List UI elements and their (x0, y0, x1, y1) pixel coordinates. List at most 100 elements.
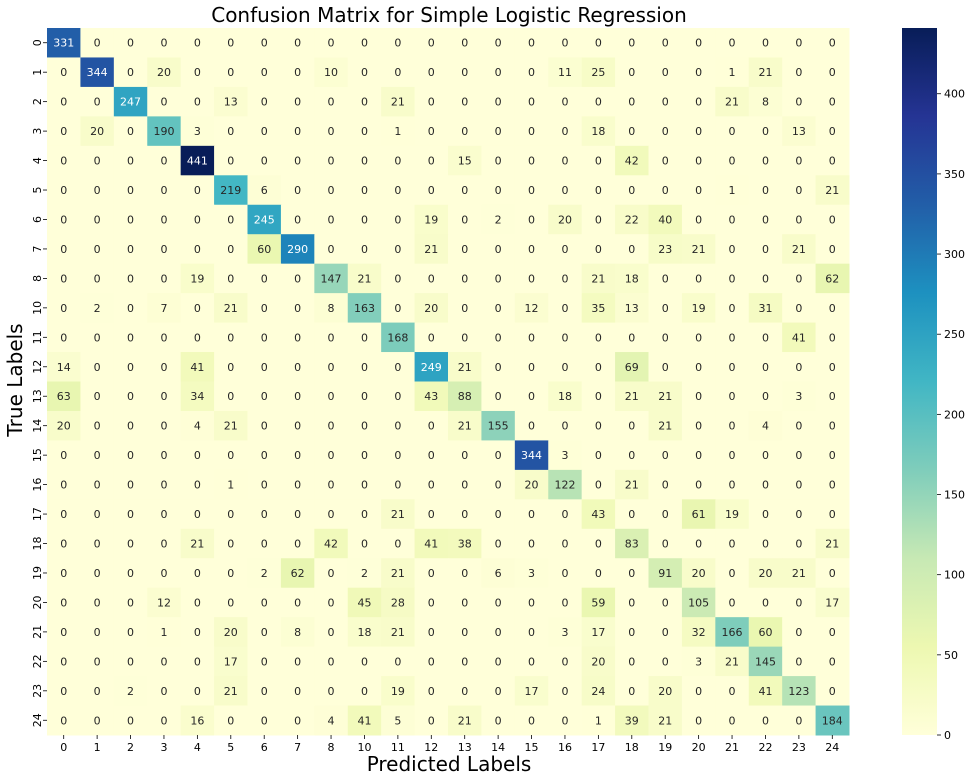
x-tick-label: 21 (725, 741, 739, 754)
heatmap-cell (214, 469, 248, 500)
heatmap-cell (715, 587, 750, 618)
cell-value-label: 3 (695, 655, 702, 668)
heatmap-cell (80, 322, 115, 353)
y-tick-label: 18 (31, 537, 44, 551)
cell-value-label: 21 (424, 243, 438, 256)
cell-value-label: 0 (194, 626, 201, 639)
heatmap-cell (615, 86, 649, 117)
y-tick-label: 10 (31, 301, 44, 315)
heatmap-cell (147, 293, 182, 324)
cell-value-label: 35 (591, 302, 605, 315)
heatmap-cell (782, 646, 817, 677)
heatmap-cell (581, 558, 616, 589)
cell-value-label: 0 (261, 66, 268, 79)
heatmap-cell (715, 204, 750, 235)
cell-value-label: 0 (127, 37, 134, 50)
heatmap-cell (113, 381, 148, 412)
heatmap-cell (648, 86, 683, 117)
cell-value-label: 0 (829, 66, 836, 79)
heatmap-cell (782, 116, 817, 147)
heatmap-cell (481, 410, 516, 441)
cell-value-label: 0 (261, 302, 268, 315)
cell-value-label: 0 (795, 302, 802, 315)
cell-value-label: 0 (528, 420, 535, 433)
heatmap-cell (147, 204, 182, 235)
cell-value-label: 0 (662, 125, 669, 138)
heatmap-cell (648, 676, 683, 707)
cell-value-label: 0 (795, 37, 802, 50)
cell-value-label: 0 (227, 449, 234, 462)
cell-value-label: 0 (461, 125, 468, 138)
cell-value-label: 0 (227, 272, 234, 285)
cell-value-label: 0 (94, 331, 101, 344)
cell-value-label: 0 (628, 96, 635, 109)
heatmap-cell (615, 646, 649, 677)
cell-value-label: 0 (495, 184, 502, 197)
y-axis-title: True Labels (3, 323, 27, 437)
heatmap-cell (381, 440, 416, 471)
heatmap-cell (514, 617, 549, 648)
cell-value-label: 166 (722, 626, 743, 639)
heatmap-cell (782, 204, 817, 235)
heatmap-cell (314, 617, 349, 648)
heatmap-cell (448, 322, 482, 353)
cell-value-label: 0 (729, 155, 736, 168)
cell-value-label: 0 (294, 655, 301, 668)
heatmap-cell (280, 204, 315, 235)
cell-value-label: 0 (829, 655, 836, 668)
heatmap-cell (247, 646, 282, 677)
cell-value-label: 155 (488, 420, 509, 433)
cell-value-label: 0 (829, 331, 836, 344)
heatmap-cell (280, 86, 315, 117)
cell-value-label: 0 (662, 37, 669, 50)
colorbar-ticks: 0 50 100 150 200 250 300 350 400 (937, 88, 965, 742)
cell-value-label: 0 (561, 361, 568, 374)
cell-value-label: 0 (695, 96, 702, 109)
cell-value-label: 0 (561, 655, 568, 668)
heatmap-cell (448, 499, 482, 530)
heatmap-cell (448, 175, 482, 206)
cell-value-label: 0 (695, 538, 702, 551)
heatmap-cell (414, 676, 449, 707)
heatmap-cell (481, 293, 516, 324)
cell-value-label: 0 (394, 655, 401, 668)
cell-value-label: 0 (294, 37, 301, 50)
heatmap-cell (648, 528, 683, 559)
cell-value-label: 0 (561, 596, 568, 609)
heatmap-cell (615, 676, 649, 707)
heatmap-cell (180, 558, 215, 589)
heatmap-cell (548, 646, 583, 677)
cell-value-label: 0 (94, 449, 101, 462)
heatmap-cell (748, 617, 783, 648)
cell-value-label: 0 (829, 420, 836, 433)
heatmap-cell (548, 204, 583, 235)
cell-value-label: 19 (725, 508, 739, 521)
cell-value-label: 0 (294, 96, 301, 109)
cell-value-label: 60 (257, 243, 271, 256)
heatmap-cell (514, 293, 549, 324)
cell-value-label: 0 (729, 479, 736, 492)
cell-value-label: 249 (421, 361, 442, 374)
cell-value-label: 0 (361, 420, 368, 433)
x-tick-label: 2 (127, 741, 134, 754)
cell-value-label: 0 (428, 567, 435, 580)
heatmap-cell (648, 646, 683, 677)
cell-value-label: 0 (227, 66, 234, 79)
cell-value-label: 0 (428, 714, 435, 727)
heatmap-cell (514, 469, 549, 500)
heatmap-cell (147, 116, 182, 147)
heatmap-cell (481, 528, 516, 559)
heatmap-cell (280, 440, 315, 471)
heatmap-cell (180, 410, 215, 441)
cell-value-label: 0 (662, 155, 669, 168)
heatmap-cell (514, 28, 549, 58)
cell-value-label: 0 (795, 361, 802, 374)
heatmap-cell (448, 234, 482, 265)
cell-value-label: 45 (357, 596, 371, 609)
heatmap-cell (481, 587, 516, 618)
cell-value-label: 0 (160, 272, 167, 285)
cell-value-label: 0 (227, 37, 234, 50)
heatmap-cell (414, 558, 449, 589)
cell-value-label: 0 (294, 66, 301, 79)
